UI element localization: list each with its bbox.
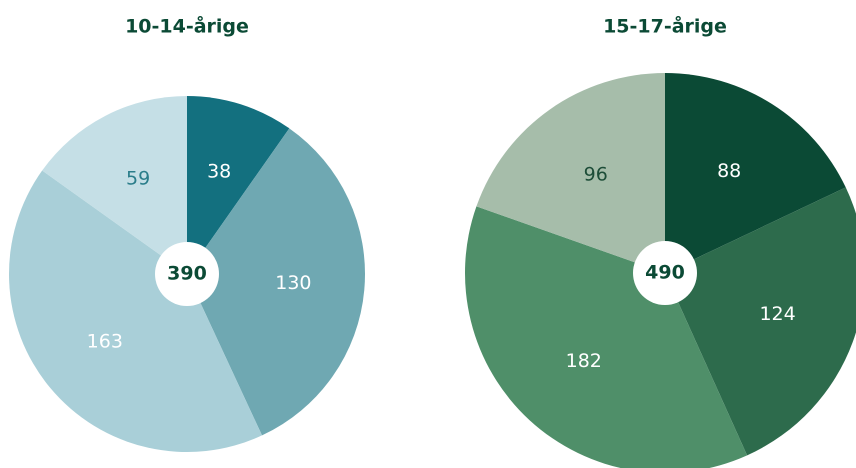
pie-slice: [42, 96, 187, 274]
total-label: 390: [167, 263, 207, 285]
slice-label: 96: [584, 164, 608, 186]
pie-slice: [665, 187, 856, 456]
pie-slice: [187, 128, 366, 436]
slice-label: 130: [275, 272, 311, 294]
center-hole: [155, 242, 219, 306]
slice-label: 124: [759, 303, 795, 325]
pie-slice: [476, 73, 665, 273]
chart-title: 10-14-årige: [125, 14, 249, 38]
slice-label: 88: [717, 160, 741, 182]
slice-label: 163: [87, 331, 123, 353]
pie-slice: [8, 170, 263, 453]
center-hole: [633, 241, 697, 305]
pie-slice: [665, 73, 846, 273]
slice-label: 182: [566, 350, 602, 372]
pie-slice: [187, 96, 290, 274]
slice-label: 59: [126, 168, 150, 190]
total-label: 490: [645, 262, 685, 284]
chart-title: 15-17-årige: [603, 14, 727, 38]
slice-label: 38: [207, 161, 231, 183]
pie-slice: [465, 206, 748, 468]
